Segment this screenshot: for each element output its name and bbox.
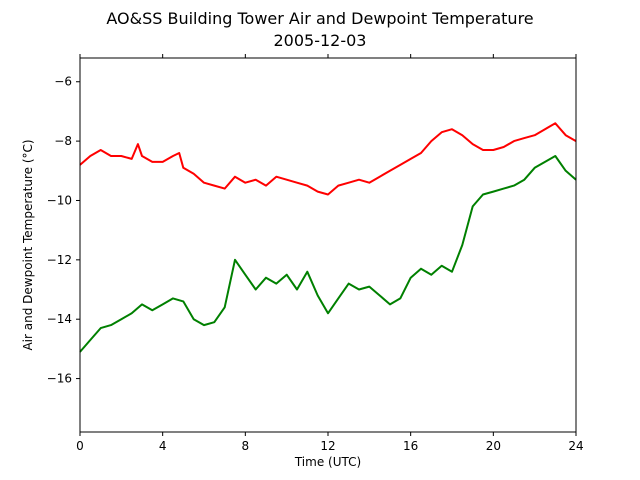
chart-subtitle: 2005-12-03: [274, 31, 367, 50]
y-tick-label: −8: [54, 134, 72, 148]
y-tick-label: −10: [47, 193, 72, 207]
y-tick-label: −14: [47, 312, 72, 326]
x-tick-label: 24: [568, 439, 583, 453]
y-tick-label: −16: [47, 372, 72, 386]
x-tick-label: 12: [320, 439, 335, 453]
y-axis-label: Air and Dewpoint Temperature (°C): [21, 139, 35, 350]
x-tick-label: 20: [486, 439, 501, 453]
x-tick-label: 0: [76, 439, 84, 453]
series-line-1: [79, 155, 577, 353]
x-tick-label: 16: [403, 439, 418, 453]
series-line-0: [79, 122, 577, 196]
plot-frame: [79, 57, 577, 433]
series-layer: [79, 122, 577, 353]
y-tick-label: −12: [47, 253, 72, 267]
x-axis-label: Time (UTC): [294, 455, 361, 469]
tick-layer: 0 4 8 12 16 20 24 −16 −14 −12 −10 −8 −6: [47, 54, 584, 453]
x-tick-label: 8: [242, 439, 250, 453]
y-tick-label: −6: [54, 75, 72, 89]
chart-title: AO&SS Building Tower Air and Dewpoint Te…: [106, 9, 533, 28]
x-tick-label: 4: [159, 439, 167, 453]
